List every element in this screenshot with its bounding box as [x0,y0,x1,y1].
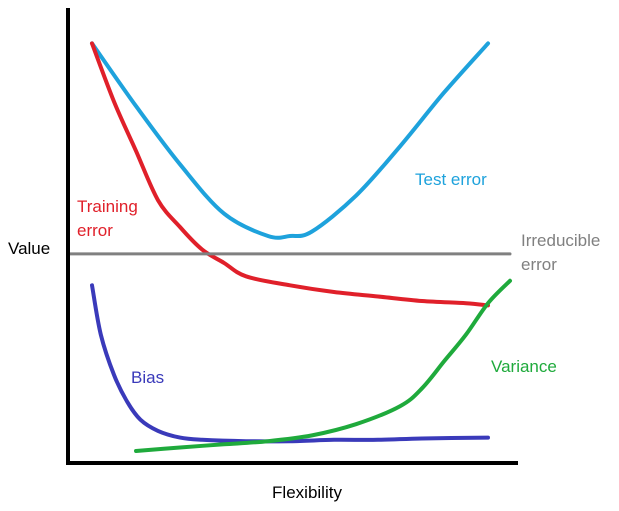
training-error-line [90,41,490,308]
y-axis-label: Value [8,239,50,258]
irreducible-error-label: Irreducible error [521,231,600,274]
bias-label: Bias [131,368,164,387]
test-error-line [90,41,490,240]
series-layer [68,41,512,453]
variance-line [134,278,512,453]
training-error-label: Training error [77,197,138,240]
bias-line [90,283,490,444]
test-error-label: Test error [415,170,487,189]
annotation-layer: Test error Training error Irreducible error B… [77,170,600,387]
x-axis-label: Flexibility [272,483,342,502]
variance-label: Variance [491,357,557,376]
